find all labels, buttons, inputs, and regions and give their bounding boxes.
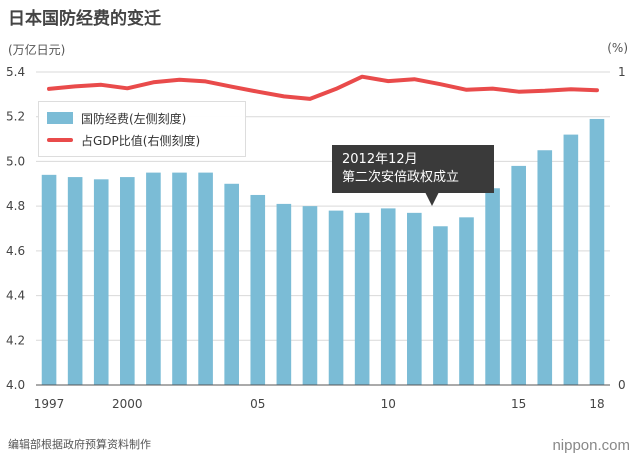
y-left-tick-label: 5.4 xyxy=(6,65,25,79)
gdp-ratio-point xyxy=(48,88,50,90)
gdp-ratio-point xyxy=(126,87,128,89)
chart-title: 日本国防经费的变迁 xyxy=(8,9,161,29)
gdp-ratio-point xyxy=(570,88,572,90)
x-tick-label: 1997 xyxy=(34,397,65,411)
legend-label-budget: 国防经费(左侧刻度) xyxy=(81,111,187,126)
source-note: 编辑部根据政府预算资料制作 xyxy=(8,438,151,451)
bar xyxy=(380,208,396,385)
bar xyxy=(563,134,579,385)
bar xyxy=(93,179,109,385)
bar xyxy=(407,212,422,385)
annotation-line-2: 第二次安倍政权成立 xyxy=(342,170,460,185)
gdp-ratio-point xyxy=(492,88,494,90)
gdp-ratio-line xyxy=(47,74,599,101)
legend-swatch-bar xyxy=(47,112,73,124)
gdp-ratio-point xyxy=(100,84,102,86)
bar xyxy=(276,203,292,385)
annotation-line-1: 2012年12月 xyxy=(342,152,418,167)
bar xyxy=(67,177,83,385)
bar xyxy=(250,194,266,385)
bar xyxy=(511,165,526,385)
right-axis-unit: (%) xyxy=(607,41,628,55)
x-tick-label: 18 xyxy=(589,397,604,411)
gdp-ratio-point xyxy=(413,78,415,80)
annotation-pointer xyxy=(422,186,442,206)
legend-label-gdp: 占GDP比值(右侧刻度) xyxy=(81,133,201,148)
legend-item-budget: 国防经费(左侧刻度) xyxy=(47,107,237,129)
bar xyxy=(537,150,553,385)
bar xyxy=(459,217,474,385)
gdp-ratio-point xyxy=(283,95,285,97)
bar xyxy=(328,210,344,385)
legend-swatch-line xyxy=(47,138,73,142)
bar xyxy=(302,206,318,385)
bar xyxy=(41,174,57,385)
y-right-tick-label: 0 xyxy=(618,378,626,392)
gdp-ratio-point xyxy=(257,91,259,93)
bar xyxy=(589,118,605,385)
bar xyxy=(224,183,239,385)
gdp-ratio-point xyxy=(205,80,207,82)
y-left-tick-label: 4.2 xyxy=(6,333,25,347)
bar xyxy=(433,226,448,385)
gdp-ratio-point xyxy=(179,79,180,81)
y-left-tick-label: 4.6 xyxy=(6,244,25,258)
gdp-ratio-point xyxy=(466,89,467,91)
left-axis-unit: (万亿日元) xyxy=(8,43,66,57)
y-left-tick-label: 4.0 xyxy=(6,378,25,392)
gdp-ratio-point xyxy=(74,85,76,87)
gdp-ratio-point xyxy=(518,91,520,93)
bar xyxy=(120,177,135,385)
gdp-ratio-point xyxy=(152,81,154,83)
x-tick-label: 2000 xyxy=(112,397,143,411)
gdp-ratio-point xyxy=(387,80,389,82)
gdp-ratio-point xyxy=(439,83,441,85)
y-left-tick-label: 4.4 xyxy=(6,289,25,303)
gdp-ratio-point xyxy=(596,89,598,91)
annotation-callout: 2012年12月 第二次安倍政权成立 xyxy=(332,145,494,193)
y-left-tick-label: 5.2 xyxy=(6,110,25,124)
gdp-ratio-point xyxy=(309,98,311,100)
legend: 国防经费(左侧刻度) 占GDP比值(右侧刻度) xyxy=(38,101,246,157)
bar xyxy=(172,172,187,385)
gdp-ratio-point xyxy=(335,88,337,90)
gdp-ratio-point xyxy=(544,90,546,92)
x-tick-label: 15 xyxy=(511,397,526,411)
y-left-tick-label: 5.0 xyxy=(6,154,25,168)
legend-item-gdp: 占GDP比值(右侧刻度) xyxy=(47,129,237,151)
bar xyxy=(146,172,161,385)
gdp-ratio-point xyxy=(361,76,363,78)
y-right-tick-label: 1 xyxy=(618,65,626,79)
x-tick-label: 10 xyxy=(381,397,396,411)
gdp-ratio-point xyxy=(231,86,233,88)
bar xyxy=(485,188,500,385)
y-left-tick-label: 4.8 xyxy=(6,199,25,213)
brand-logo: nippon.com xyxy=(552,437,630,454)
bar xyxy=(198,172,213,385)
bar xyxy=(354,212,370,385)
x-tick-label: 05 xyxy=(250,397,265,411)
